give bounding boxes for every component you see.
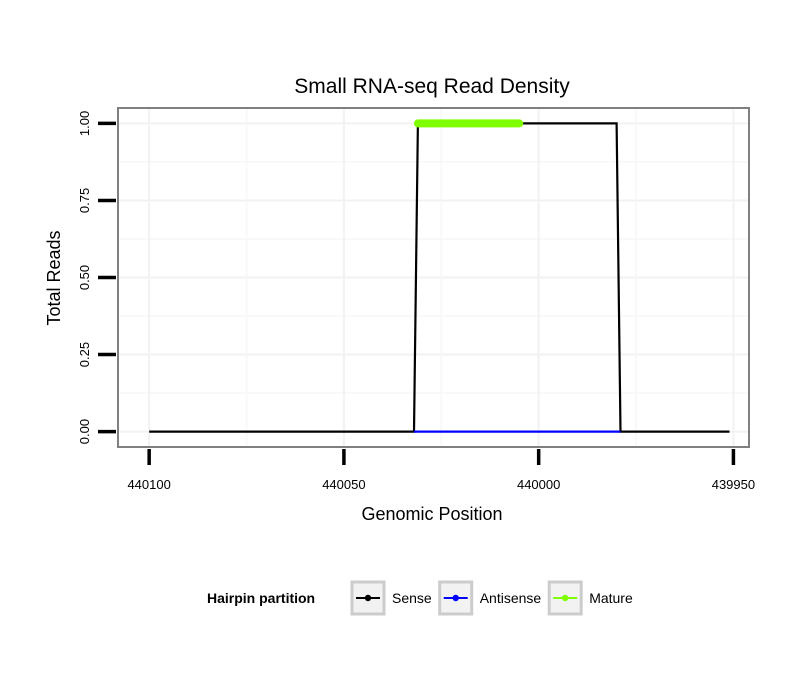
y-tick-label: 0.50	[77, 265, 92, 290]
legend: Hairpin partition Sense Antisense Mature	[207, 580, 633, 616]
x-tick-label: 439950	[712, 477, 755, 492]
series-layer	[149, 119, 730, 433]
x-axis-label: Genomic Position	[361, 504, 502, 524]
legend-key-dot	[452, 594, 459, 602]
legend-label-sense: Sense	[392, 590, 432, 606]
x-tick-label: 440050	[322, 477, 365, 492]
axes: 0.00 0.25 0.50 0.75 1.00 440100 440050 440000 43…	[77, 111, 755, 492]
y-tick-label: 1.00	[77, 111, 92, 136]
y-tick-label: 0.75	[77, 188, 92, 213]
y-axis-label: Total Reads	[44, 230, 64, 325]
legend-title: Hairpin partition	[207, 590, 315, 606]
chart-title: Small RNA-seq Read Density	[294, 75, 570, 98]
legend-key-dot	[561, 594, 569, 602]
y-tick-label: 0.25	[77, 342, 92, 367]
x-tick-label: 440000	[517, 477, 560, 492]
x-tick-label: 440100	[127, 477, 170, 492]
legend-label-mature: Mature	[589, 590, 633, 606]
y-tick-label: 0.00	[77, 419, 92, 444]
legend-key-dot	[364, 594, 372, 602]
plot-panel-border	[117, 107, 750, 448]
grid	[118, 108, 749, 447]
legend-label-antisense: Antisense	[480, 590, 542, 606]
